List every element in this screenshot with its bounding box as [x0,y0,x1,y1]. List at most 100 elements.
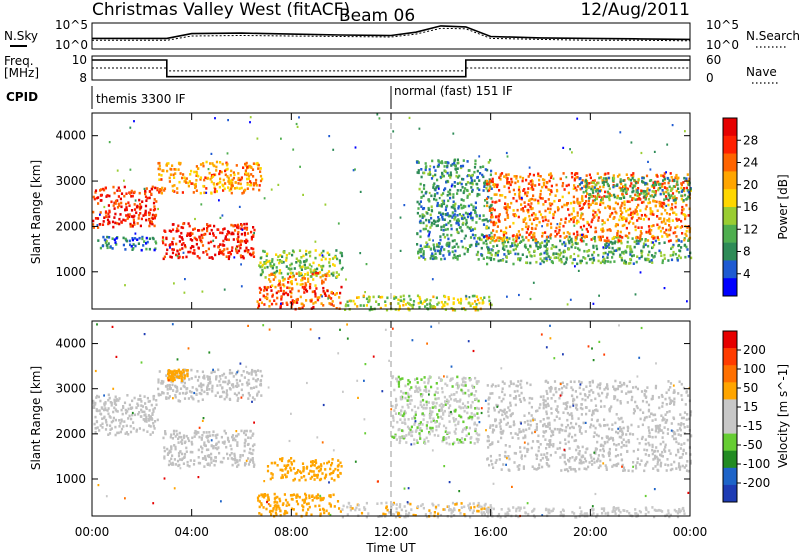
time-tick-label: 16:00 [473,525,508,539]
velocity-speckle [617,427,620,430]
velocity-speckle [617,417,620,420]
velocity-speckle [388,359,390,362]
power-speckle [652,246,655,249]
velocity-speckle [534,430,536,434]
nave-line [92,67,690,72]
noise-panel: N.Sky 10^5 10^0 10^5 10^0 N.Search [4,18,800,52]
velocity-speckle [115,355,118,358]
power-speckle [652,241,654,244]
velocity-speckle [103,394,105,397]
noise-left-tick-bottom: 10^0 [55,38,88,52]
power-speckle [483,235,485,238]
power-speckle [653,150,656,153]
velocity-speckle [443,465,446,468]
power-speckle [194,217,196,221]
power-speckle [630,141,633,144]
power-speckle [446,213,449,216]
power-speckle [240,263,242,266]
power-speckle [96,224,99,227]
velocity-speckle [562,353,564,356]
noise-left-label: N.Sky [4,29,38,43]
power-speckle [210,152,213,155]
colorbar-swatch [723,171,737,190]
noise-right-tick-bottom: 10^0 [706,38,739,52]
velocity-speckle [426,342,428,345]
velocity-speckle [391,327,394,330]
velocity-speckle [448,481,451,484]
velocity-speckle [337,352,340,355]
power-speckle [580,212,583,215]
velocity-speckle [290,412,292,415]
power-speckle [418,127,421,130]
power-speckle [169,246,171,249]
power-speckle [256,137,259,140]
velocity-speckle [209,464,211,467]
power-speckle [602,246,605,249]
colorbar-tick-label: 16 [743,200,758,214]
power-speckle [438,197,441,200]
velocity-colorbar-label: Velocity [m s^-1] [776,364,790,468]
power-speckle [134,232,137,235]
cpid-segment-themis: themis 3300 IF [96,92,186,106]
colorbar-tick-label: -100 [743,457,770,471]
velocity-speckle [655,362,657,365]
velocity-speckle [636,375,639,378]
power-speckle [575,242,578,245]
velocity-speckle [172,397,174,400]
velocity-speckle [251,400,253,403]
velocity-speckle [354,460,357,463]
range-tick-label: 3000 [55,382,86,396]
velocity-speckle [187,347,190,350]
velocity-speckle [267,503,270,506]
velocity-speckle [321,441,324,444]
freq-label-line1: Freq. [4,54,34,68]
power-speckle [569,298,572,301]
noise-right-tick-top: 10^5 [706,18,739,32]
power-speckle [441,199,444,202]
power-speckle [437,187,440,190]
velocity-speckle [591,505,594,508]
noise-left-tick-top: 10^5 [55,18,88,32]
velocity-speckle [505,463,507,466]
colorbar-tick-label: 28 [743,133,758,147]
colorbar-swatch [723,450,737,469]
velocity-speckle [97,484,100,487]
velocity-speckle [406,501,409,504]
velocity-speckle [403,487,406,490]
power-panel: 1000 2000 3000 4000 Slant Range [km] [29,112,693,312]
power-speckle [116,169,119,172]
power-speckle [601,223,604,226]
power-speckle [134,199,137,202]
velocity-speckle [306,381,308,385]
velocity-speckle [672,384,675,387]
velocity-speckle [111,325,114,328]
range-tick-label: 2000 [55,219,86,233]
power-region [157,160,264,195]
velocity-speckle [500,367,503,370]
power-speckle [432,239,434,242]
velocity-speckle [553,357,556,360]
velocity-speckle [240,396,243,399]
velocity-speckle [357,396,359,399]
power-speckle [219,216,222,219]
power-speckle [439,175,442,178]
velocity-region [266,457,343,482]
time-tick-label: 04:00 [174,525,209,539]
colorbar-swatch [723,224,737,243]
power-speckle [518,293,520,297]
velocity-region [92,393,159,437]
cpid-row: CPID themis 3300 IF normal (fast) 151 IF [6,84,513,109]
power-speckle [270,188,273,191]
velocity-speckle [485,429,487,432]
power-speckle [249,116,252,119]
noise-sky-line [92,25,691,41]
power-speckle [337,222,340,225]
power-speckle [671,124,674,127]
velocity-speckle [443,375,445,378]
power-speckle [200,203,203,206]
velocity-region [166,368,189,383]
cpid-label: CPID [6,90,38,104]
velocity-speckle [450,365,453,368]
power-speckle [403,204,406,207]
velocity-speckle [438,322,440,325]
